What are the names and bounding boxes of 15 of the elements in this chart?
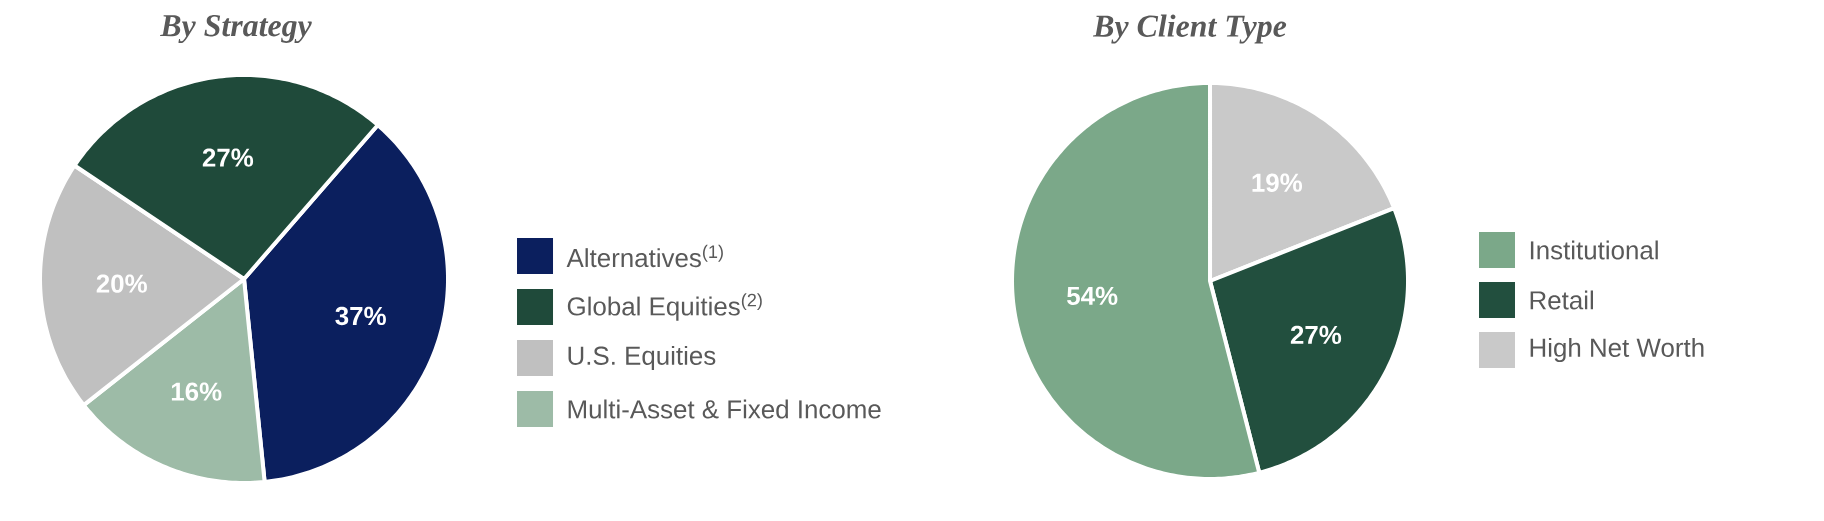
data-label: 54% — [1067, 286, 1118, 306]
legend-label: Alternatives$^{(1)}$ — [566, 244, 723, 268]
legend-label: Institutional — [1530, 240, 1658, 260]
legend-label: U.S. Equities — [568, 345, 716, 371]
data-label: 27% — [1290, 325, 1342, 345]
data-label: 20% — [96, 274, 147, 293]
data-label: 37% — [335, 306, 386, 326]
data-label: 16% — [171, 382, 222, 401]
data-label: 27% — [202, 148, 254, 167]
legend-label: Retail — [1530, 290, 1593, 310]
chart-title: By Strategy — [160, 14, 312, 43]
legend-label: Global Equities$^{(2)}$ — [567, 293, 762, 321]
legend-label: High Net Worth — [1530, 337, 1704, 363]
chart-title: By Client Type — [1092, 14, 1287, 44]
legend-label: Multi-Asset & Fixed Income — [568, 399, 881, 419]
